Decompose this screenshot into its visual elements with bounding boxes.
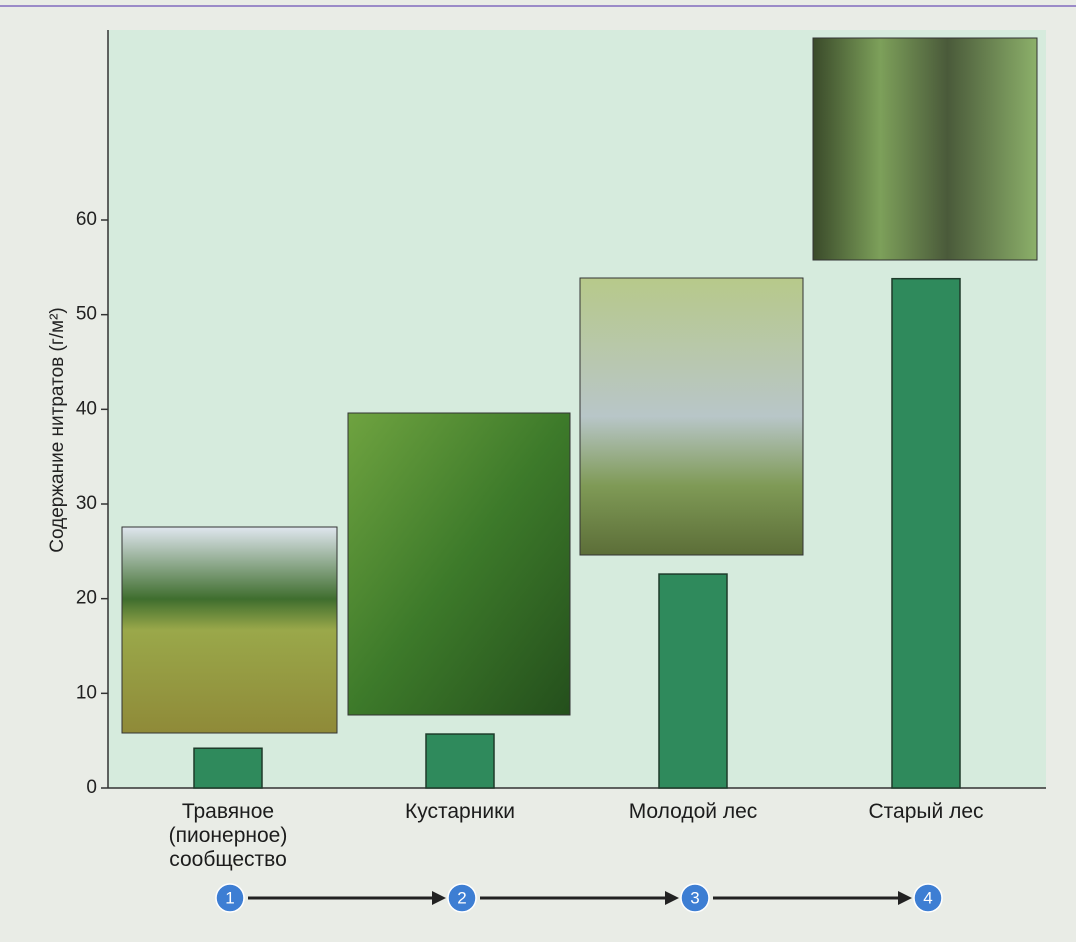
bar: [891, 277, 961, 789]
stage-marker: [447, 883, 477, 913]
y-tick-label: 30: [76, 493, 97, 514]
arrow-head: [665, 891, 679, 905]
bar: [193, 747, 263, 789]
y-tick-label: 40: [76, 398, 97, 419]
stage-number: 4: [923, 888, 932, 907]
stage-marker: [215, 883, 245, 913]
y-axis-label: Содержание нитратов (г/м²): [47, 307, 68, 553]
stage-number: 3: [690, 888, 699, 907]
y-tick-label: 60: [76, 209, 97, 230]
arrow-head: [898, 891, 912, 905]
y-tick-label: 0: [86, 777, 97, 798]
stage-marker: [913, 883, 943, 913]
x-tick-label: Старый лес: [868, 800, 984, 823]
stage-number: 1: [225, 888, 234, 907]
y-tick-label: 10: [76, 682, 97, 703]
photo: [121, 526, 338, 734]
x-tick-label: Травяное (пионерное) сообщество: [168, 800, 288, 871]
x-tick-label: Молодой лес: [628, 800, 758, 823]
bar: [658, 573, 728, 789]
bar: [425, 733, 495, 789]
photo: [347, 412, 571, 716]
stage-number: 2: [457, 888, 466, 907]
y-tick-label: 50: [76, 304, 97, 325]
y-tick-label: 20: [76, 588, 97, 609]
arrow-head: [432, 891, 446, 905]
stage-marker: [680, 883, 710, 913]
photo: [579, 277, 804, 556]
photo: [812, 37, 1038, 261]
x-tick-label: Кустарники: [405, 800, 515, 823]
